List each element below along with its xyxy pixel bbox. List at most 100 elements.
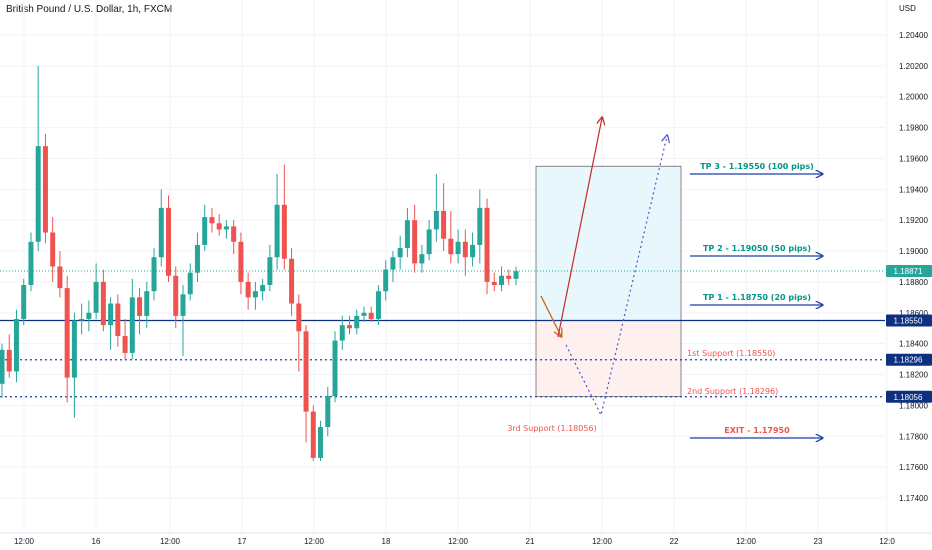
candle-body	[419, 254, 425, 264]
candle	[166, 195, 172, 282]
candle	[64, 275, 70, 403]
support-label-2: 2nd Support (1.18296)	[687, 387, 778, 396]
x-tick-label: 21	[526, 537, 535, 546]
y-tick-label: 1.20400	[899, 31, 928, 40]
y-tick-label: 1.17800	[899, 432, 928, 441]
last-price-label: 1.18871	[894, 267, 923, 276]
candle-body	[50, 232, 56, 267]
candle-body	[310, 411, 316, 458]
candle-body	[137, 297, 143, 316]
y-tick-label: 1.19400	[899, 185, 928, 194]
candle-body	[71, 320, 77, 378]
candle-body	[339, 325, 345, 341]
candle	[325, 386, 331, 437]
candle	[151, 247, 157, 301]
alternate-path-arrow	[565, 136, 667, 417]
candle-body	[404, 220, 410, 248]
grid	[0, 0, 888, 533]
candle	[441, 183, 447, 252]
profit-zone	[535, 165, 682, 321]
y-tick-label: 1.20000	[899, 93, 928, 102]
x-tick-label: 18	[382, 537, 391, 546]
target-label-tp1: TP 1 - 1.18750 (20 pips)	[703, 293, 811, 302]
annotations: TP 3 - 1.19550 (100 pips) TP 2 - 1.19050 …	[507, 162, 813, 435]
candle-body	[267, 257, 273, 286]
candle	[93, 263, 99, 319]
candle	[477, 189, 483, 264]
candle-body	[375, 291, 381, 319]
candle-body	[390, 257, 396, 270]
candle-body	[100, 281, 106, 326]
candle-body	[260, 285, 266, 292]
loss-zone	[535, 320, 682, 398]
candle	[100, 269, 106, 332]
price-levels	[0, 270, 885, 398]
candle	[412, 204, 418, 273]
candle	[484, 198, 490, 295]
x-tick-label: 23	[814, 537, 823, 546]
candle	[223, 220, 229, 239]
y-tick-label: 1.18200	[899, 371, 928, 380]
target-label-exit: EXIT - 1.17950	[724, 426, 790, 435]
level-price-tag	[886, 390, 932, 403]
y-tick-label: 1.19000	[899, 247, 928, 256]
candle-body	[252, 291, 258, 298]
candle-body	[346, 325, 352, 329]
candle-body	[448, 238, 454, 255]
level-price-label: 1.18550	[894, 317, 923, 326]
candle	[499, 266, 505, 292]
candle	[21, 278, 27, 326]
candle	[245, 272, 251, 310]
x-tick-label: 12:0	[879, 537, 895, 546]
candle	[455, 229, 461, 264]
candle-body	[202, 217, 208, 245]
candle-body	[274, 204, 280, 258]
candle	[462, 229, 468, 276]
x-tick-label: 12:00	[304, 537, 325, 546]
candle	[86, 300, 92, 332]
candle	[470, 232, 476, 267]
candle	[0, 343, 5, 398]
candle	[50, 217, 56, 282]
candle-body	[0, 349, 5, 384]
candle-body	[13, 318, 19, 372]
price-axis: 1.20400 1.20200 1.20000 1.19800 1.19600 1.194…	[886, 31, 932, 503]
candle	[6, 334, 12, 378]
candle-body	[166, 207, 172, 276]
candle-body	[245, 281, 251, 298]
candle	[35, 65, 41, 252]
y-tick-label: 1.19200	[899, 216, 928, 225]
candle-body	[318, 427, 324, 458]
candle	[137, 288, 143, 335]
y-tick-label: 1.19800	[899, 124, 928, 133]
candle	[318, 420, 324, 461]
candle-body	[93, 281, 99, 313]
candle	[122, 318, 128, 360]
x-tick-label: 22	[670, 537, 679, 546]
candle-body	[21, 285, 27, 319]
candle	[433, 173, 439, 242]
candle-body	[151, 257, 157, 292]
candle-body	[412, 220, 418, 264]
candle	[404, 207, 410, 258]
y-tick-label: 1.19600	[899, 154, 928, 163]
candle-body	[28, 241, 34, 286]
candles	[0, 65, 519, 461]
candle-body	[397, 247, 403, 258]
level-price-label: 1.18056	[894, 393, 923, 402]
candle	[296, 294, 302, 372]
candle-body	[158, 207, 164, 258]
candle-body	[231, 226, 237, 242]
candle	[71, 312, 77, 418]
candle-body	[455, 241, 461, 255]
candle-body	[42, 146, 48, 233]
candle-body	[433, 210, 439, 230]
target-label-tp2: TP 2 - 1.19050 (50 pips)	[703, 244, 811, 253]
candle	[187, 263, 193, 301]
candle-body	[64, 288, 70, 378]
candle-body	[187, 272, 193, 295]
candle	[491, 272, 497, 292]
trade-zones	[535, 165, 682, 398]
x-tick-label: 12:00	[736, 537, 757, 546]
